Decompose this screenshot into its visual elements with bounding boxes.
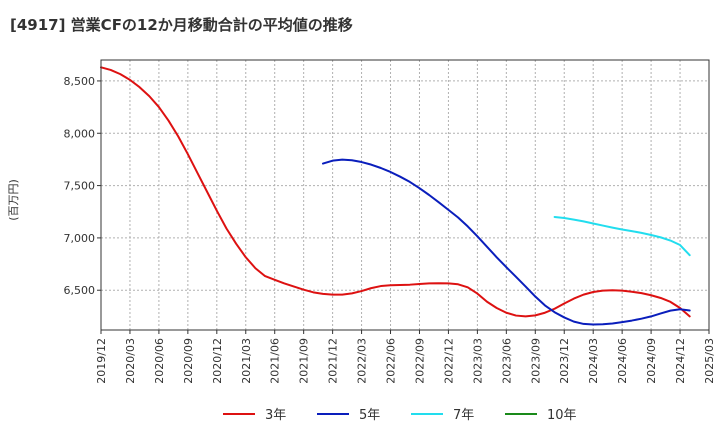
- x-tick-label: 2025/03: [703, 338, 716, 384]
- x-tick-label: 2024/06: [616, 338, 629, 384]
- series-line: [321, 158, 691, 326]
- y-tick-layer: 6,500 7,000 7,500 8,000 8,500: [64, 75, 101, 297]
- x-tick-label: 2020/03: [124, 338, 137, 384]
- x-tick-label: 2023/09: [529, 338, 542, 384]
- x-tick-label: 2024/09: [645, 338, 658, 384]
- legend: 3年 5年 7年 10年: [223, 408, 577, 423]
- x-tick-label: 2022/03: [356, 338, 369, 384]
- x-tick-label: 2022/09: [413, 338, 426, 384]
- x-tick-label: 2021/12: [327, 338, 340, 384]
- x-tick-label: 2021/09: [298, 338, 311, 384]
- x-tick-label: 2023/03: [471, 338, 484, 384]
- x-tick-label: 2024/03: [587, 338, 600, 384]
- y-tick-label: 6,500: [64, 284, 96, 297]
- x-tick-layer: 2019/12 2020/03 2020/06 2020/09 2020/12 2021/…: [95, 330, 716, 384]
- y-tick-label: 7,500: [64, 180, 96, 193]
- x-tick-label: 2022/06: [385, 338, 398, 384]
- series-layer: [100, 66, 691, 326]
- legend-label: 5年: [359, 408, 380, 423]
- chart-title: [4917] 営業CFの12か月移動合計の平均値の推移: [10, 16, 353, 34]
- x-tick-label: 2021/06: [269, 338, 282, 384]
- series-line: [553, 215, 691, 257]
- x-tick-label: 2024/12: [674, 338, 687, 384]
- x-tick-label: 2020/12: [211, 338, 224, 384]
- plot-frame: [100, 59, 710, 331]
- legend-label: 7年: [453, 408, 474, 423]
- x-tick-label: 2022/12: [442, 338, 455, 384]
- x-tick-label: 2023/06: [500, 338, 513, 384]
- series-line: [100, 66, 691, 318]
- y-tick-label: 8,000: [64, 127, 96, 140]
- x-tick-label: 2019/12: [95, 338, 108, 384]
- y-axis-label: (百万円): [7, 179, 20, 221]
- legend-label: 3年: [265, 408, 286, 423]
- y-tick-label: 8,500: [64, 75, 96, 88]
- x-tick-label: 2020/06: [153, 338, 166, 384]
- x-tick-label: 2023/12: [558, 338, 571, 384]
- x-tick-label: 2021/03: [240, 338, 253, 384]
- legend-label: 10年: [547, 408, 577, 423]
- x-tick-label: 2020/09: [182, 338, 195, 384]
- y-tick-label: 7,000: [64, 232, 96, 245]
